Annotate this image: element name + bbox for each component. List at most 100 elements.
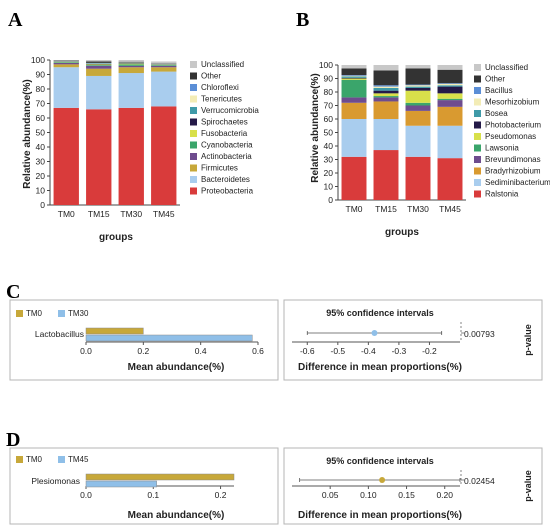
chartA-legend-swatch bbox=[190, 153, 197, 160]
chart-d-p-value: 0.02454 bbox=[464, 476, 495, 486]
chartA-bar-segment bbox=[86, 109, 112, 205]
chartB-bar-segment bbox=[341, 75, 367, 77]
chartB-bar-segment bbox=[341, 76, 367, 78]
chartB-bar-segment bbox=[405, 156, 431, 200]
chartA-legend-swatch bbox=[190, 118, 197, 126]
chartB-bar-segment bbox=[341, 75, 367, 76]
chart-c-xlabel: Mean abundance(%) bbox=[128, 362, 225, 373]
chartB-bar-segment bbox=[405, 125, 431, 157]
chartB-bar-segment bbox=[405, 105, 431, 111]
chartA-bar-segment bbox=[118, 73, 144, 108]
chartA-bar-segment bbox=[53, 62, 79, 65]
chartB-legend-swatch bbox=[474, 75, 481, 83]
chartB-bar-segment bbox=[341, 156, 367, 200]
chartC-ci-xtick-label: -0.6 bbox=[300, 346, 315, 356]
chartD-ci-xtick-label: 0.15 bbox=[398, 490, 415, 500]
chartA-bar-segment bbox=[118, 60, 144, 62]
chartA-legend-label: Cyanobacteria bbox=[201, 141, 253, 150]
chartB-bar-segment bbox=[341, 77, 367, 79]
chartB-legend-swatch bbox=[474, 167, 481, 175]
chart-d-p-label: p-value bbox=[523, 470, 533, 502]
chartA-bar-segment bbox=[118, 67, 144, 74]
chartB-bar-segment bbox=[437, 158, 463, 200]
chartA-bar-segment bbox=[118, 63, 144, 65]
chartC-ci-xtick-label: -0.4 bbox=[361, 346, 376, 356]
chartB-bar-segment bbox=[373, 87, 399, 91]
chart-c-right-frame bbox=[283, 299, 543, 381]
chartD-bar-xtick-label: 0.1 bbox=[147, 490, 159, 500]
chartA-legend-swatch bbox=[190, 187, 197, 195]
chart-a-ylabel: Relative abundance(%) bbox=[22, 79, 33, 188]
chart-d-ci-xlabel: Difference in mean proportions(%) bbox=[298, 510, 462, 521]
chartA-bar-segment bbox=[53, 107, 79, 205]
chartA-bar-segment bbox=[118, 65, 144, 68]
chartA-legend-label: Chloroflexi bbox=[201, 83, 239, 92]
chartB-bar-segment bbox=[437, 69, 463, 84]
chartA-legend-label: Actinobacteria bbox=[201, 152, 252, 161]
chartD-abundance-bar bbox=[85, 480, 157, 488]
chartB-legend-swatch bbox=[474, 110, 481, 117]
chartB-bar-segment bbox=[341, 79, 367, 98]
chartB-bar-segment bbox=[373, 150, 399, 200]
chartA-bar-segment bbox=[86, 60, 112, 62]
chartB-ytick-label: 90 bbox=[324, 74, 334, 84]
chartD-bar-xtick-label: 0.0 bbox=[80, 490, 92, 500]
chartB-legend-label: Bradyrhizobium bbox=[485, 167, 541, 176]
chart-d-comparison: Mean abundance(%) 95% confidence interva… bbox=[9, 447, 543, 525]
chartA-bar-segment bbox=[151, 61, 177, 64]
chartA-xtick-label: TM30 bbox=[120, 209, 142, 219]
chartA-legend-swatch bbox=[190, 141, 197, 149]
chartB-legend-swatch bbox=[474, 64, 481, 71]
chartA-legend-swatch bbox=[190, 61, 197, 68]
chartB-bar-segment bbox=[437, 106, 463, 126]
chart-c-p-label: p-value bbox=[523, 324, 533, 356]
chartA-bar-segment bbox=[151, 71, 177, 107]
chartA-bar-segment bbox=[53, 67, 79, 108]
chartB-legend-label: Pseudomonas bbox=[485, 132, 536, 141]
chartB-ytick-label: 50 bbox=[324, 128, 334, 138]
chartB-bar-segment bbox=[405, 84, 431, 86]
chart-b-xlabel: groups bbox=[385, 227, 419, 238]
chartB-bar-segment bbox=[437, 83, 463, 86]
chartA-legend-label: Proteobacteria bbox=[201, 187, 254, 196]
chartA-bar-segment bbox=[151, 65, 177, 66]
chartC-legend-label: TM30 bbox=[68, 309, 89, 318]
chartA-ytick-label: 60 bbox=[36, 113, 46, 123]
chartA-bar-segment bbox=[118, 107, 144, 205]
chartA-legend-swatch bbox=[190, 84, 197, 91]
chart-c-ci-title: 95% confidence intervals bbox=[326, 308, 434, 318]
chartC-ci-xtick-label: -0.3 bbox=[392, 346, 407, 356]
chartB-legend-swatch bbox=[474, 133, 481, 140]
chartA-bar-segment bbox=[86, 75, 112, 110]
chartB-bar-segment bbox=[341, 119, 367, 157]
chart-c-comparison: Mean abundance(%) 95% confidence interva… bbox=[9, 299, 543, 381]
chartB-bar-segment bbox=[437, 86, 463, 94]
chartA-bar-segment bbox=[86, 65, 112, 66]
chartC-bar-xtick-label: 0.6 bbox=[252, 346, 264, 356]
chartD-legend-swatch bbox=[58, 456, 65, 463]
chart-d-xlabel: Mean abundance(%) bbox=[128, 510, 225, 521]
chartB-bar-segment bbox=[373, 86, 399, 88]
chartB-ytick-label: 70 bbox=[324, 101, 334, 111]
chartB-bar-segment bbox=[437, 98, 463, 101]
chartB-bar-segment bbox=[373, 65, 399, 71]
chart-c-ci-xlabel: Difference in mean proportions(%) bbox=[298, 362, 462, 373]
chartA-bar-segment bbox=[151, 106, 177, 205]
chartB-bar-segment bbox=[405, 90, 431, 103]
panel-letter-d: D bbox=[6, 429, 20, 451]
chartB-legend-swatch bbox=[474, 144, 481, 152]
chartB-legend-label: Photobacterium bbox=[485, 121, 541, 130]
chartA-ytick-label: 50 bbox=[36, 128, 46, 138]
chartA-bar-segment bbox=[151, 67, 177, 72]
chartA-legend-label: Unclassified bbox=[201, 60, 244, 69]
chartC-legend-label: TM0 bbox=[26, 309, 43, 318]
chartC-ci-xtick-label: -0.2 bbox=[422, 346, 437, 356]
chartB-legend-label: Ralstonia bbox=[485, 190, 519, 199]
chart-a-phylum: Relative abundance(%) groups 0 10 20 30 40 50… bbox=[22, 55, 259, 243]
chartD-ci-estimate-point bbox=[379, 477, 386, 483]
chartA-legend-swatch bbox=[190, 164, 197, 172]
chartB-legend-swatch bbox=[474, 156, 481, 163]
chartD-legend-label: TM0 bbox=[26, 455, 43, 464]
chartA-xtick-label: TM15 bbox=[88, 209, 110, 219]
